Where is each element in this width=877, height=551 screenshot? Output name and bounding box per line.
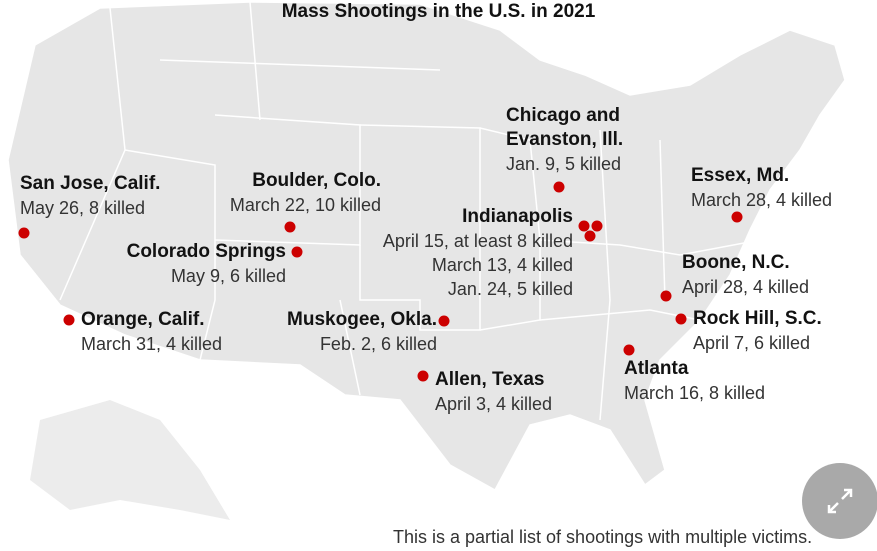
detail: March 13, 4 killed bbox=[431, 255, 573, 275]
detail: Jan. 24, 5 killed bbox=[447, 279, 573, 299]
label-rock-hill: Rock Hill, S.C. April 7, 6 killed bbox=[693, 307, 822, 355]
detail: March 31, 4 killed bbox=[81, 334, 223, 354]
place: Muskogee, Okla. bbox=[287, 309, 437, 330]
label-orange: Orange, Calif. March 31, 4 killed bbox=[81, 308, 222, 356]
detail: April 7, 6 killed bbox=[693, 333, 811, 353]
label-san-jose: San Jose, Calif. May 26, 8 killed bbox=[20, 172, 160, 220]
marker-allen bbox=[417, 370, 429, 382]
place: Chicago and bbox=[506, 105, 621, 126]
place: Allen, Texas bbox=[435, 369, 545, 390]
marker-orange bbox=[63, 314, 75, 326]
place: Boone, N.C. bbox=[682, 252, 790, 273]
alaska-shape bbox=[30, 400, 230, 520]
detail: March 22, 10 killed bbox=[229, 195, 381, 215]
detail: Feb. 2, 6 killed bbox=[319, 334, 437, 354]
place: San Jose, Calif. bbox=[20, 173, 161, 194]
map-title: Mass Shootings in the U.S. in 2021 bbox=[281, 1, 596, 22]
label-colorado-springs: Colorado Springs May 9, 6 killed bbox=[127, 240, 286, 288]
label-atlanta: Atlanta March 16, 8 killed bbox=[624, 357, 765, 405]
marker-chicago bbox=[553, 181, 565, 193]
marker-boulder bbox=[284, 221, 296, 233]
label-indianapolis: Indianapolis April 15, at least 8 killed… bbox=[383, 205, 573, 301]
detail: May 26, 8 killed bbox=[20, 198, 146, 218]
label-essex: Essex, Md. March 28, 4 killed bbox=[691, 164, 832, 212]
place: Indianapolis bbox=[462, 206, 573, 227]
marker-colorado-springs bbox=[291, 246, 303, 258]
marker-rock-hill bbox=[675, 313, 687, 325]
marker-essex bbox=[731, 211, 743, 223]
detail: April 15, at least 8 killed bbox=[382, 231, 573, 251]
marker-indianapolis bbox=[591, 220, 603, 232]
marker-san-jose bbox=[18, 227, 30, 239]
place: Rock Hill, S.C. bbox=[693, 308, 822, 329]
place: Boulder, Colo. bbox=[252, 170, 381, 191]
marker-atlanta bbox=[623, 344, 635, 356]
place-line-2: Evanston, Ill. bbox=[506, 129, 624, 150]
detail: April 3, 4 killed bbox=[435, 394, 553, 414]
detail: March 28, 4 killed bbox=[691, 190, 833, 210]
marker-boone bbox=[660, 290, 672, 302]
footnote: This is a partial list of shootings with… bbox=[393, 527, 813, 547]
place: Orange, Calif. bbox=[81, 309, 205, 330]
detail: May 9, 6 killed bbox=[170, 266, 286, 286]
detail: March 16, 8 killed bbox=[624, 383, 766, 403]
label-boulder: Boulder, Colo. March 22, 10 killed bbox=[230, 169, 381, 217]
marker-indianapolis bbox=[584, 230, 596, 242]
label-allen: Allen, Texas April 3, 4 killed bbox=[435, 368, 552, 416]
expand-arrows-icon bbox=[827, 488, 853, 514]
label-muskogee: Muskogee, Okla. Feb. 2, 6 killed bbox=[287, 308, 437, 356]
place: Atlanta bbox=[624, 358, 689, 379]
marker-muskogee bbox=[438, 315, 450, 327]
label-chicago: Chicago and Evanston, Ill. Jan. 9, 5 kil… bbox=[506, 104, 623, 176]
expand-button[interactable] bbox=[802, 463, 877, 539]
place: Colorado Springs bbox=[126, 241, 286, 262]
detail: April 28, 4 killed bbox=[682, 277, 810, 297]
marker-indianapolis bbox=[578, 220, 590, 232]
label-boone: Boone, N.C. April 28, 4 killed bbox=[682, 251, 809, 299]
detail: Jan. 9, 5 killed bbox=[506, 154, 622, 174]
state-borders bbox=[59, 1, 761, 421]
place: Essex, Md. bbox=[691, 165, 790, 186]
